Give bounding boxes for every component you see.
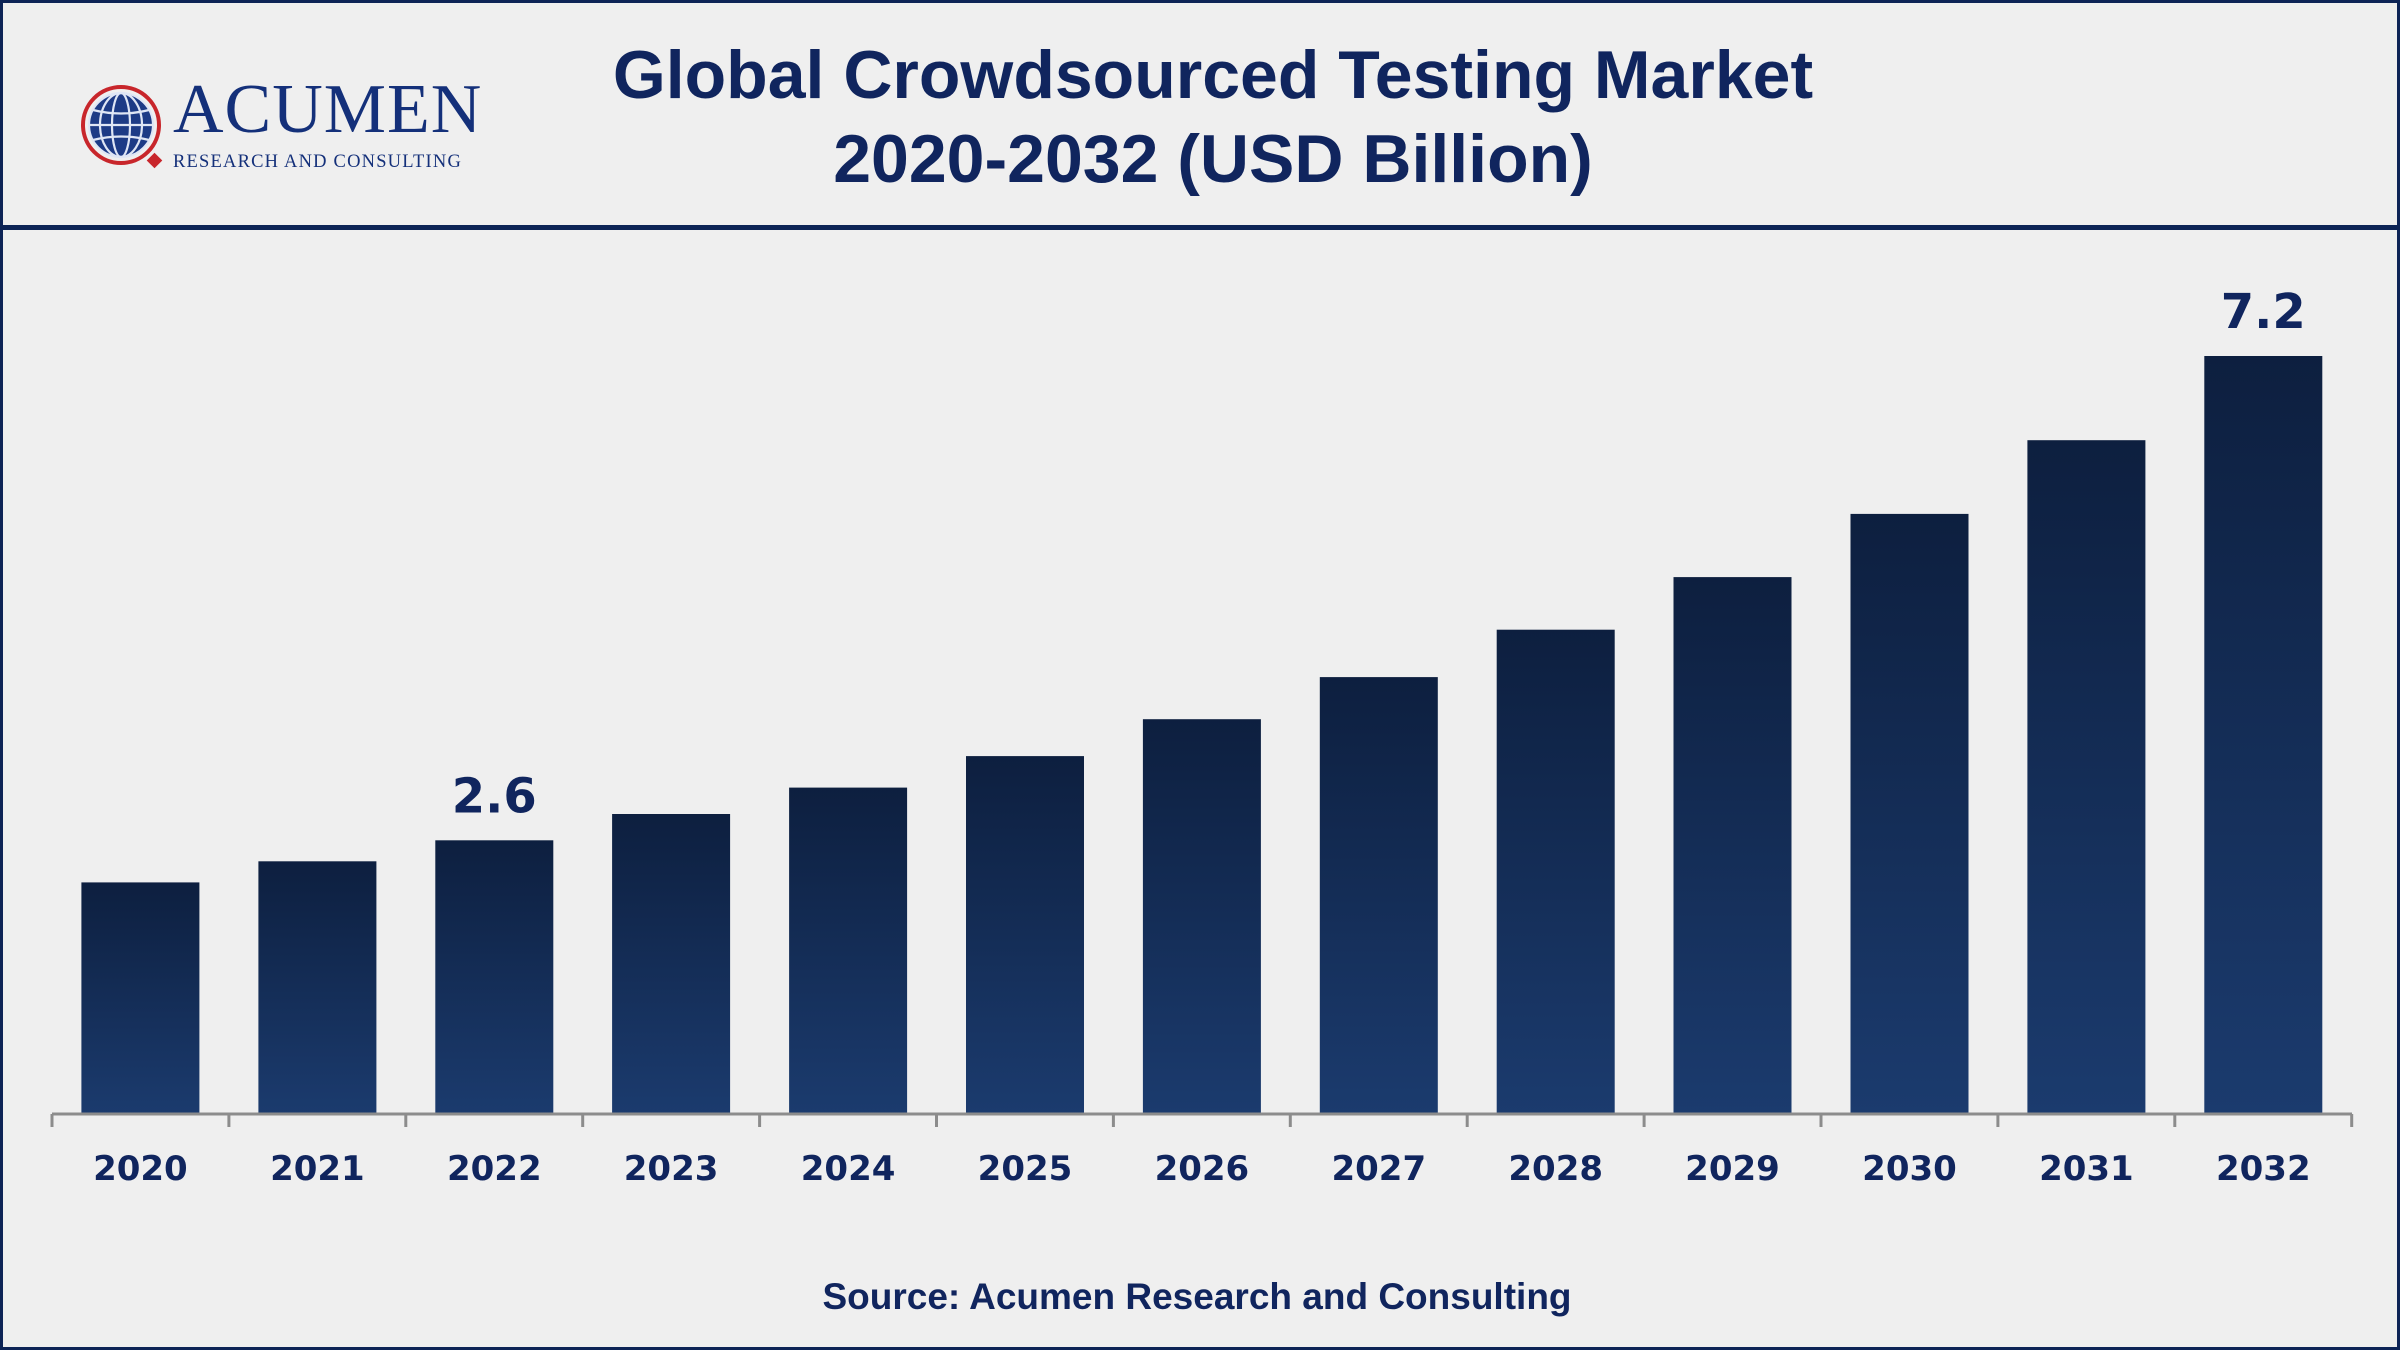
x-tick-label-2028: 2028: [1508, 1149, 1603, 1189]
logo-wordmark: ACUMEN: [173, 71, 483, 148]
x-tick-label-2032: 2032: [2216, 1149, 2311, 1189]
title-line-1: Global Crowdsourced Testing Market: [612, 37, 1814, 113]
bar-2025: [966, 756, 1084, 1114]
chart-title: Global Crowdsourced Testing Market 2020-…: [383, 33, 2043, 201]
bar-2020: [81, 882, 200, 1114]
bar-2029: [1673, 577, 1792, 1114]
x-axis-ticks: [50, 1114, 2354, 1127]
x-tick-label-2027: 2027: [1331, 1149, 1426, 1189]
header-divider: [3, 225, 2397, 230]
x-tick-label-2026: 2026: [1155, 1149, 1250, 1189]
x-tick-label-2030: 2030: [1862, 1149, 1957, 1189]
x-tick-label-2023: 2023: [624, 1149, 719, 1189]
x-tick-label-2025: 2025: [978, 1149, 1073, 1189]
bar-2022: [435, 840, 554, 1114]
data-label-2022: 2.6: [452, 768, 537, 824]
logo: ACUMEN RESEARCH AND CONSULTING: [75, 75, 481, 177]
globe-icon: [81, 85, 163, 169]
x-tick-label-2021: 2021: [270, 1149, 365, 1189]
x-tick-label-2024: 2024: [801, 1149, 896, 1189]
x-tick-label-2020: 2020: [93, 1149, 188, 1189]
data-labels: 2.6 7.2: [452, 284, 2306, 824]
bar-2028: [1496, 629, 1615, 1114]
bar-2030: [1850, 513, 1969, 1114]
x-tick-label-2029: 2029: [1685, 1149, 1780, 1189]
title-line-2: 2020-2032 (USD Billion): [833, 121, 1593, 197]
bar-2024: [789, 787, 908, 1114]
header: ACUMEN RESEARCH AND CONSULTING Global Cr…: [3, 3, 2397, 225]
source-note: Source: Acumen Research and Consulting: [822, 1276, 1572, 1317]
bar-2032: [2204, 356, 2323, 1114]
x-tick-label-2031: 2031: [2039, 1149, 2134, 1189]
bar-2027: [1319, 677, 1438, 1114]
x-axis-labels: 2020 2021 2022 2023 2024 2025 2026 2027 2028 2029…: [93, 1149, 2311, 1189]
bar-2023: [612, 814, 731, 1114]
logo-tagline: RESEARCH AND CONSULTING: [173, 152, 463, 172]
data-label-2032: 7.2: [2221, 284, 2306, 340]
bar-series: [81, 356, 2323, 1114]
bar-2026: [1142, 719, 1261, 1114]
bar-2031: [2027, 440, 2146, 1114]
x-tick-label-2022: 2022: [447, 1149, 542, 1189]
bar-2021: [258, 861, 377, 1114]
